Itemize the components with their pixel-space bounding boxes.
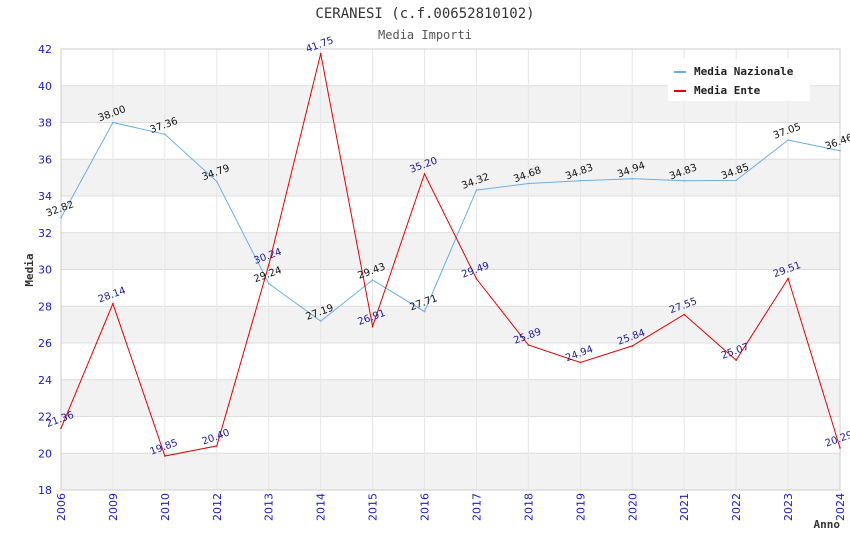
data-point xyxy=(423,310,426,313)
data-point xyxy=(267,282,270,285)
data-point xyxy=(631,177,634,180)
data-point xyxy=(527,182,530,185)
x-tick-label: 2016 xyxy=(419,493,432,521)
plot-band xyxy=(61,122,840,160)
y-tick-label: 42 xyxy=(38,43,52,56)
x-tick-label: 2013 xyxy=(263,493,276,521)
data-point xyxy=(216,445,218,447)
data-point xyxy=(319,52,322,55)
data-point xyxy=(319,320,322,322)
x-tick-label: 2021 xyxy=(678,493,691,521)
data-point xyxy=(579,361,582,364)
y-tick-label: 22 xyxy=(38,411,52,424)
chart-subtitle: Media Importi xyxy=(378,28,472,42)
data-point xyxy=(60,216,62,219)
y-tick-label: 26 xyxy=(38,337,52,350)
series-lines xyxy=(60,52,841,457)
data-point xyxy=(683,313,685,316)
data-point xyxy=(112,302,114,305)
data-point xyxy=(267,264,270,266)
x-tick-label: 2010 xyxy=(159,493,172,521)
chart-title: CERANESI (c.f.00652810102) xyxy=(315,6,534,22)
x-tick-label: 2019 xyxy=(574,493,587,521)
data-point xyxy=(527,344,530,346)
data-point xyxy=(631,345,634,347)
data-point xyxy=(579,179,582,182)
x-tick-label: 2014 xyxy=(315,493,328,521)
data-point xyxy=(216,180,218,183)
data-point xyxy=(839,149,841,152)
data-point xyxy=(787,277,789,280)
y-tick-label: 36 xyxy=(38,153,52,166)
y-tick-label: 28 xyxy=(38,300,52,313)
data-point xyxy=(164,133,166,136)
y-tick-label: 34 xyxy=(38,190,52,203)
y-tick-label: 20 xyxy=(38,447,52,460)
data-point xyxy=(683,179,685,182)
legend-box xyxy=(668,59,810,101)
y-tick-label: 24 xyxy=(38,374,52,387)
y-axis-label: Media xyxy=(23,253,36,286)
x-tick-label: 2023 xyxy=(782,493,795,521)
x-tick-label: 2024 xyxy=(834,493,847,521)
plot-border xyxy=(60,48,841,491)
y-tick-label: 30 xyxy=(38,264,52,277)
x-tick-label: 2017 xyxy=(470,493,483,521)
x-tick-label: 2020 xyxy=(626,493,639,521)
plot-band xyxy=(61,159,840,196)
y-tick-label: 18 xyxy=(38,484,52,497)
series-line-media-ente xyxy=(60,53,841,457)
legend-label-media-nazionale: Media Nazionale xyxy=(694,65,794,78)
plot-band xyxy=(61,379,840,417)
grid-lines xyxy=(60,48,841,491)
y-tick-label: 32 xyxy=(38,227,52,240)
plot-band xyxy=(61,416,840,454)
x-tick-label: 2018 xyxy=(522,493,535,521)
plot-band xyxy=(61,306,840,343)
x-tick-label: 2015 xyxy=(367,493,380,521)
plot-band xyxy=(61,343,840,380)
data-point xyxy=(787,139,789,141)
y-tick-label: 40 xyxy=(38,80,52,93)
legend-label-media-ente: Media Ente xyxy=(694,84,761,97)
data-point xyxy=(839,447,841,449)
data-point xyxy=(735,179,737,182)
plot-band xyxy=(61,269,840,307)
x-tick-label: 2012 xyxy=(211,493,224,521)
x-tick-label: 2009 xyxy=(107,493,120,521)
legend: Media Nazionale Media Ente xyxy=(668,59,810,101)
data-point xyxy=(371,325,374,328)
x-tick-labels: 2006 2009 2010 2012 2013 2014 2015 2016 2017 2018… xyxy=(55,493,847,521)
x-tick-label: 2022 xyxy=(730,493,743,521)
data-point xyxy=(164,455,166,457)
x-tick-label: 2006 xyxy=(55,493,68,521)
data-point xyxy=(475,278,478,280)
data-point xyxy=(60,427,62,430)
data-point xyxy=(371,279,374,281)
data-point xyxy=(475,189,478,191)
x-axis-label: Anno xyxy=(814,518,841,531)
series-line-media-nazionale xyxy=(60,121,841,322)
y-tick-label: 38 xyxy=(38,117,52,130)
y-tick-labels: 18 20 22 24 26 28 30 32 34 36 38 40 42 xyxy=(38,43,52,497)
data-point xyxy=(112,121,114,124)
data-point xyxy=(423,173,426,175)
data-point xyxy=(735,359,737,361)
plot-band xyxy=(61,453,840,490)
